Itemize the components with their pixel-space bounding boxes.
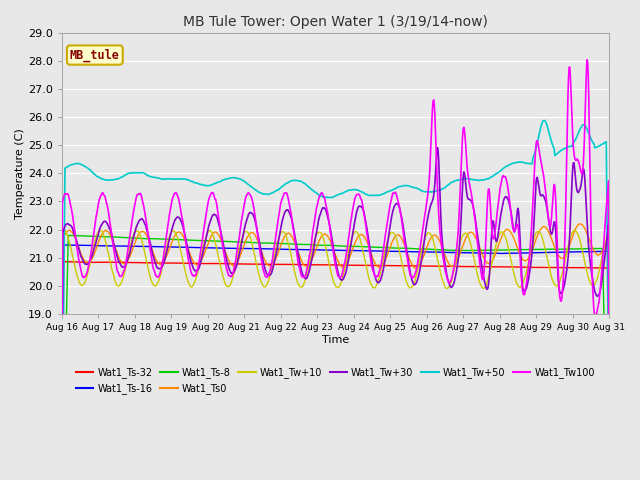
Title: MB Tule Tower: Open Water 1 (3/19/14-now): MB Tule Tower: Open Water 1 (3/19/14-now… — [183, 15, 488, 29]
Legend: Wat1_Ts-32, Wat1_Ts-16, Wat1_Ts-8, Wat1_Ts0, Wat1_Tw+10, Wat1_Tw+30, Wat1_Tw+50,: Wat1_Ts-32, Wat1_Ts-16, Wat1_Ts-8, Wat1_… — [72, 363, 598, 398]
Y-axis label: Temperature (C): Temperature (C) — [15, 128, 25, 219]
Text: MB_tule: MB_tule — [70, 48, 120, 62]
X-axis label: Time: Time — [322, 335, 349, 345]
